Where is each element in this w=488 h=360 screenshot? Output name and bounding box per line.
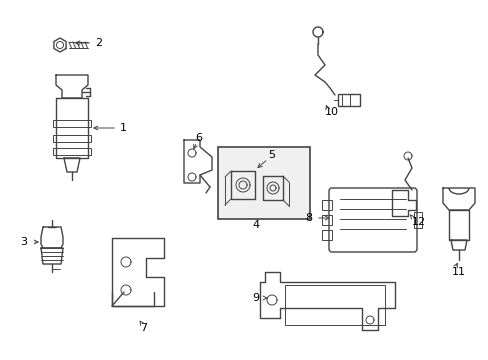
- Bar: [285, 285, 384, 325]
- Text: 5: 5: [267, 150, 274, 160]
- Text: 11: 11: [451, 267, 465, 277]
- Text: 10: 10: [325, 107, 338, 117]
- Bar: [337, 94, 359, 106]
- Text: 7: 7: [140, 323, 147, 333]
- Bar: [53, 120, 91, 127]
- Text: 9: 9: [251, 293, 259, 303]
- Bar: [53, 148, 91, 155]
- Text: 3: 3: [20, 237, 27, 247]
- Text: 1: 1: [120, 123, 127, 133]
- Text: 6: 6: [195, 133, 202, 143]
- Bar: [321, 215, 331, 225]
- Bar: [413, 212, 421, 228]
- Bar: [321, 200, 331, 210]
- Bar: [218, 147, 309, 219]
- Bar: [321, 230, 331, 240]
- Bar: [53, 135, 91, 142]
- Text: 2: 2: [95, 38, 102, 48]
- Text: 8: 8: [305, 213, 311, 223]
- Text: 4: 4: [251, 220, 259, 230]
- Text: 12: 12: [411, 217, 425, 227]
